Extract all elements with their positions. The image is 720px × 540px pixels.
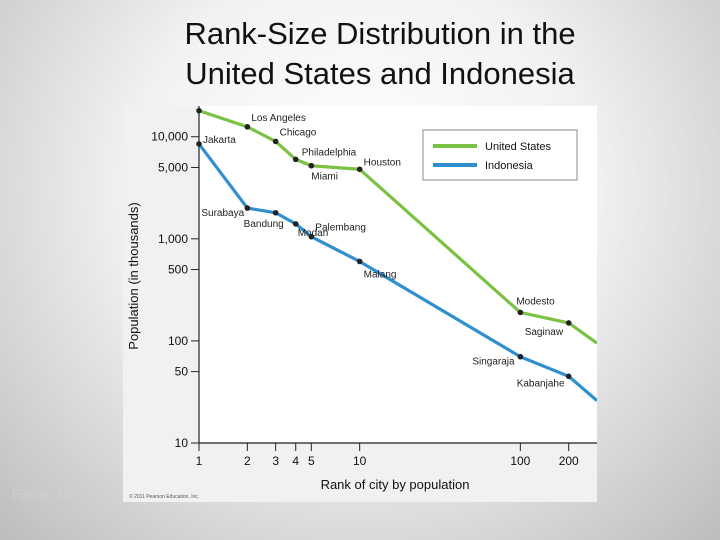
data-point (196, 141, 202, 147)
city-label: Houston (364, 157, 401, 168)
data-point (308, 162, 315, 169)
x-tick-label: 3 (272, 454, 279, 468)
x-tick-label: 2 (244, 454, 251, 468)
x-tick-label: 100 (510, 454, 530, 468)
y-tick-label: 1,000 (158, 232, 188, 246)
city-label: Modesto (516, 296, 555, 307)
data-point (356, 258, 363, 265)
data-point (565, 373, 572, 380)
city-label: Miami (311, 172, 338, 183)
data-point (308, 233, 315, 240)
data-point (356, 166, 363, 173)
city-label: New York (203, 106, 246, 108)
x-tick-label: 200 (559, 454, 579, 468)
y-tick-label: 100 (168, 334, 188, 348)
data-point (517, 309, 524, 316)
legend: United States Indonesia (422, 129, 578, 181)
data-point (517, 353, 524, 360)
city-label: Palembang (315, 223, 366, 234)
y-tick-label: 10,000 (151, 130, 188, 144)
data-point (244, 124, 251, 130)
chart-panel: 10 50 100 500 1,000 5,000 10,000 1 2 3 4 5 10 100 200 … (123, 106, 597, 502)
data-point (196, 107, 202, 114)
x-tick-label: 4 (292, 454, 299, 468)
series-layer: New York Los Angeles Chicago Philadelphia Mi… (196, 106, 597, 402)
copyright-text: © 2011 Pearson Education, Inc. (129, 493, 199, 500)
x-tick-label: 10 (353, 454, 367, 468)
y-tick-label: 5,000 (158, 160, 188, 174)
data-point (565, 320, 572, 326)
city-label: Modan (298, 228, 329, 239)
y-axis-label: Population (in thousands) (126, 202, 141, 349)
x-axis-label: Rank of city by population (321, 477, 470, 492)
city-label: Philadelphia (302, 147, 357, 158)
slide-title-line-2: United States and Indonesia (185, 56, 575, 91)
legend-box (422, 129, 578, 181)
data-point (272, 138, 279, 145)
city-label: Surabaya (201, 208, 244, 219)
y-tick-label: 50 (175, 365, 189, 379)
data-point (292, 221, 299, 227)
data-point (272, 209, 279, 216)
data-point (292, 156, 299, 163)
legend-label: United States (485, 141, 552, 153)
city-label: Chicago (280, 127, 317, 138)
x-tick-label: 1 (196, 454, 203, 468)
slide-title: Rank-Size Distribution in the United Sta… (100, 14, 660, 94)
figure-label: Figure 12-23 (12, 486, 92, 502)
data-point (244, 205, 251, 211)
city-label: Singaraja (472, 357, 515, 368)
city-label: Bandung (244, 219, 284, 230)
city-label: Los Angeles (251, 113, 306, 124)
y-tick-label: 10 (175, 436, 189, 450)
slide-title-line-1: Rank-Size Distribution in the (184, 16, 576, 51)
y-tick-label: 500 (168, 263, 188, 277)
city-label: Saginaw (525, 327, 564, 338)
x-tick-label: 5 (308, 454, 315, 468)
city-label: Malang (364, 269, 397, 280)
legend-label: Indonesia (485, 160, 534, 172)
city-label: Kabanjahe (517, 378, 565, 389)
city-label: Jakarta (203, 135, 236, 146)
series-united-states: New York Los Angeles Chicago Philadelphia Mi… (196, 106, 597, 345)
